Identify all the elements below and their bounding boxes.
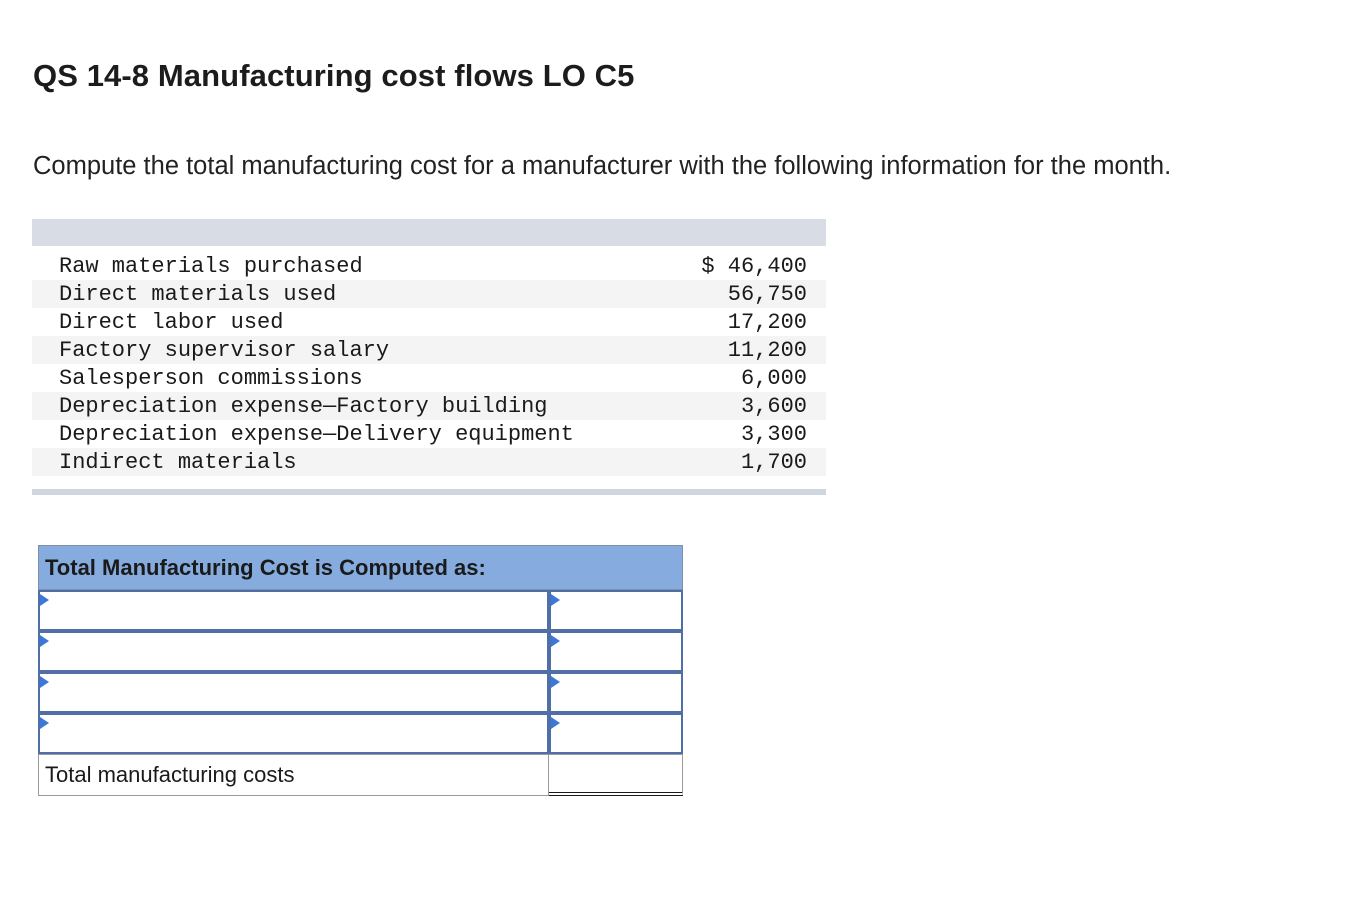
amount-field[interactable] — [549, 631, 683, 672]
worksheet-input-row — [38, 590, 683, 631]
given-data-value: 56,750 — [727, 281, 807, 307]
amount-input[interactable] — [551, 715, 681, 752]
input-marker-icon — [551, 594, 560, 606]
dropdown-marker-icon — [40, 594, 49, 606]
amount-input[interactable] — [551, 674, 681, 711]
line-item-input[interactable] — [40, 715, 547, 752]
line-item-input[interactable] — [40, 592, 547, 629]
total-amount-input[interactable] — [549, 755, 682, 792]
given-data-label: Depreciation expense—Delivery equipment — [59, 421, 574, 447]
given-data-value: 11,200 — [727, 337, 807, 363]
given-data-label: Raw materials purchased — [59, 253, 363, 279]
given-data-row: Factory supervisor salary 11,200 — [32, 336, 826, 364]
given-data-value: $ 46,400 — [701, 253, 807, 279]
given-data-row: Direct materials used 56,750 — [32, 280, 826, 308]
amount-input[interactable] — [551, 633, 681, 670]
given-data-value: 17,200 — [727, 309, 807, 335]
line-item-input[interactable] — [40, 633, 547, 670]
given-data-label: Factory supervisor salary — [59, 337, 390, 363]
worksheet-input-row — [38, 713, 683, 754]
given-data-row: Indirect materials 1,700 — [32, 448, 826, 476]
given-data-value: 1,700 — [740, 449, 807, 475]
given-data-row: Raw materials purchased $ 46,400 — [32, 252, 826, 280]
worksheet-header: Total Manufacturing Cost is Computed as: — [38, 545, 683, 590]
given-data-label: Salesperson commissions — [59, 365, 363, 391]
amount-field[interactable] — [549, 713, 683, 754]
instructions-text: Compute the total manufacturing cost for… — [33, 152, 1172, 180]
input-marker-icon — [551, 717, 560, 729]
amount-field[interactable] — [549, 590, 683, 631]
amount-input[interactable] — [551, 592, 681, 629]
answer-worksheet: Total Manufacturing Cost is Computed as: — [38, 545, 683, 796]
page-title: QS 14-8 Manufacturing cost flows LO C5 — [33, 58, 635, 93]
line-item-input[interactable] — [40, 674, 547, 711]
dropdown-marker-icon — [40, 717, 49, 729]
given-data-header-bar — [32, 219, 826, 246]
input-marker-icon — [551, 676, 560, 688]
input-marker-icon — [551, 635, 560, 647]
worksheet-input-row — [38, 672, 683, 713]
line-item-dropdown[interactable] — [38, 631, 549, 672]
dropdown-marker-icon — [40, 676, 49, 688]
given-data-row: Depreciation expense—Delivery equipment … — [32, 420, 826, 448]
given-data-value: 3,600 — [740, 393, 807, 419]
given-data-footer-bar — [32, 489, 826, 495]
worksheet-total-row: Total manufacturing costs — [38, 754, 683, 796]
dropdown-marker-icon — [40, 635, 49, 647]
given-data-label: Direct labor used — [59, 309, 284, 335]
total-amount-field[interactable] — [549, 754, 683, 796]
given-data-row: Direct labor used 17,200 — [32, 308, 826, 336]
given-data-label: Indirect materials — [59, 449, 297, 475]
amount-field[interactable] — [549, 672, 683, 713]
line-item-dropdown[interactable] — [38, 590, 549, 631]
worksheet-input-row — [38, 631, 683, 672]
given-data-table: Raw materials purchased $ 46,400 Direct … — [32, 219, 826, 495]
given-data-value: 3,300 — [740, 421, 807, 447]
given-data-label: Direct materials used — [59, 281, 337, 307]
line-item-dropdown[interactable] — [38, 713, 549, 754]
line-item-dropdown[interactable] — [38, 672, 549, 713]
given-data-label: Depreciation expense—Factory building — [59, 393, 548, 419]
given-data-body: Raw materials purchased $ 46,400 Direct … — [32, 246, 826, 489]
given-data-row: Salesperson commissions 6,000 — [32, 364, 826, 392]
given-data-value: 6,000 — [740, 365, 807, 391]
total-label: Total manufacturing costs — [38, 754, 549, 796]
given-data-row: Depreciation expense—Factory building 3,… — [32, 392, 826, 420]
